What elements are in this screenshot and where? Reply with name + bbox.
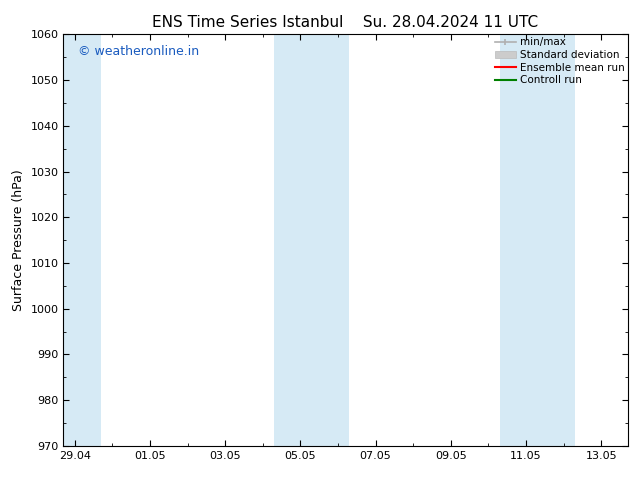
Bar [500, 34, 575, 446]
Legend: min/max, Standard deviation, Ensemble mean run, Controll run: min/max, Standard deviation, Ensemble me… [493, 35, 626, 87]
Title: ENS Time Series Istanbul    Su. 28.04.2024 11 UTC: ENS Time Series Istanbul Su. 28.04.2024 … [152, 15, 539, 30]
Text: © weatheronline.in: © weatheronline.in [77, 45, 198, 58]
Bar [274, 34, 349, 446]
Bar [63, 34, 101, 446]
Y-axis label: Surface Pressure (hPa): Surface Pressure (hPa) [12, 169, 25, 311]
